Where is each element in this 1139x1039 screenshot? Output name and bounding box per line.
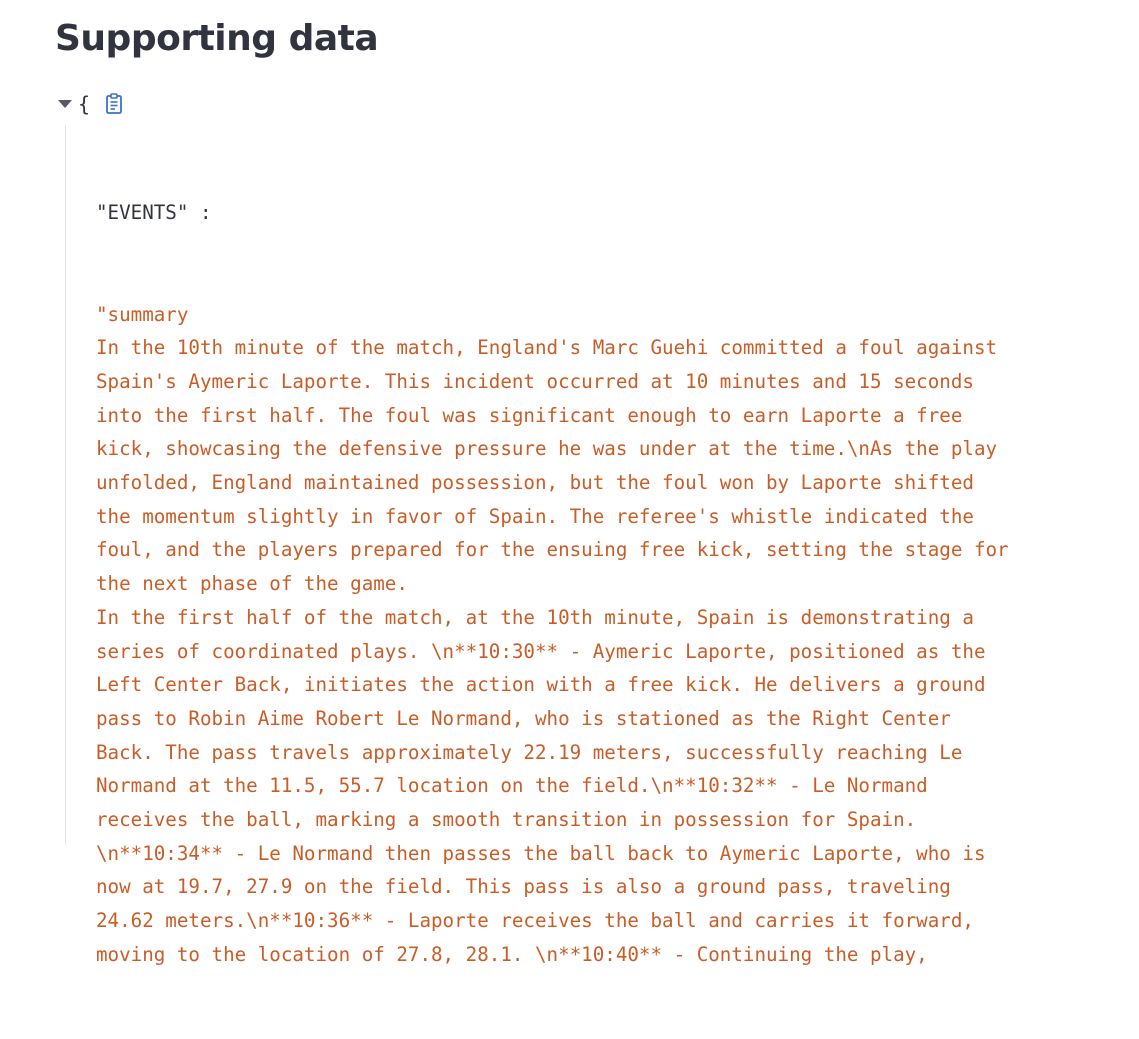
json-string-line: In the first half of the match, at the 1… (96, 605, 974, 629)
json-string-line: receives the ball, marking a smooth tran… (96, 808, 917, 832)
caret-down-icon[interactable] (58, 100, 72, 108)
json-string-line: into the first half. The foul was signif… (96, 403, 963, 427)
json-string-line: the momentum slightly in favor of Spain.… (96, 504, 974, 528)
json-string-line: Normand at the 11.5, 55.7 location on th… (96, 774, 928, 798)
page-title: Supporting data (55, 18, 379, 59)
json-body: "EVENTS" : "summary In the 10th minute of… (65, 125, 1126, 966)
json-key-events: "EVENTS" : (96, 201, 212, 225)
json-string-line: \n**10:34** - Le Normand then passes the… (96, 841, 986, 865)
json-string-line: Spain's Aymeric Laporte. This incident o… (96, 369, 974, 393)
json-string-line: foul, and the players prepared for the e… (96, 538, 1009, 562)
json-string-line: Back. The pass travels approximately 22.… (96, 740, 963, 764)
json-content[interactable]: "EVENTS" : "summary In the 10th minute of… (96, 129, 1106, 1039)
json-string-line: 24.62 meters.\n**10:36** - Laporte recei… (96, 909, 974, 933)
json-root-row: { (58, 92, 124, 116)
json-string-line: kick, showcasing the defensive pressure … (96, 437, 998, 461)
json-string-line: "summary (96, 302, 189, 326)
json-string-line: series of coordinated plays. \n**10:30**… (96, 639, 986, 663)
json-string-line: unfolded, England maintained possession,… (96, 471, 974, 495)
json-string-line: In the 10th minute of the match, England… (96, 336, 998, 360)
open-brace: { (78, 92, 91, 116)
json-string-line: the next phase of the game. (96, 572, 408, 596)
json-string-line: pass to Robin Aime Robert Le Normand, wh… (96, 706, 951, 730)
json-string-line: now at 19.7, 27.9 on the field. This pas… (96, 875, 951, 899)
json-string-value: "summary In the 10th minute of the match,… (96, 298, 1106, 972)
json-string-line: moving to the location of 27.8, 28.1. \n… (96, 942, 928, 966)
clipboard-icon[interactable] (104, 93, 124, 115)
json-string-line: Left Center Back, initiates the action w… (96, 673, 986, 697)
